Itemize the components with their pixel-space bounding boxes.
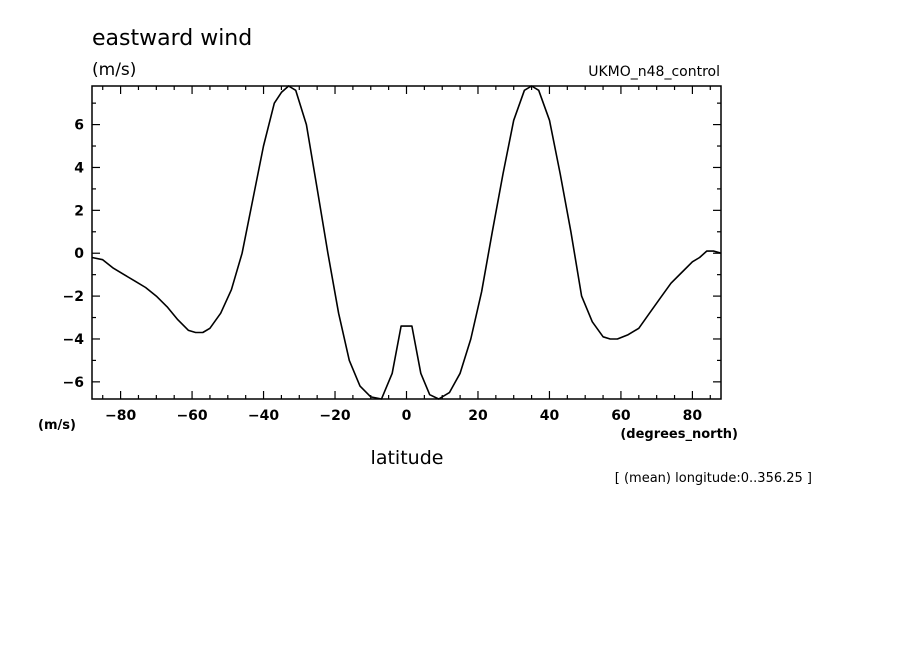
y-tick-label: 2 <box>74 203 84 219</box>
chart-title: eastward wind <box>92 26 252 51</box>
x-tick-label: 20 <box>468 408 488 424</box>
x-tick-label: 0 <box>402 408 412 424</box>
x-tick-label: −60 <box>176 408 207 424</box>
y-tick-units-label: (m/s) <box>38 418 76 433</box>
x-tick-label: −20 <box>319 408 350 424</box>
x-tick-label: 80 <box>683 408 703 424</box>
plot-frame <box>91 85 722 400</box>
x-tick-label: 60 <box>611 408 631 424</box>
y-tick-label: 6 <box>74 118 84 134</box>
averaging-note: [ (mean) longitude:0..356.25 ] <box>615 471 812 486</box>
y-tick-label: −6 <box>63 375 84 391</box>
x-tick-label: 40 <box>540 408 560 424</box>
y-tick-label: 0 <box>74 246 84 262</box>
ticks-group <box>92 86 721 399</box>
y-tick-label: 4 <box>74 160 84 176</box>
x-tick-label: −40 <box>248 408 279 424</box>
y-tick-label: −2 <box>63 289 84 305</box>
series-line <box>91 85 722 400</box>
x-tick-label: −80 <box>105 408 136 424</box>
units-label: (m/s) <box>92 60 136 80</box>
y-tick-label: −4 <box>63 332 85 348</box>
dataset-label: UKMO_n48_control <box>588 64 720 80</box>
x-tick-units-label: (degrees_north) <box>620 427 738 442</box>
x-axis-label: latitude <box>371 447 444 469</box>
